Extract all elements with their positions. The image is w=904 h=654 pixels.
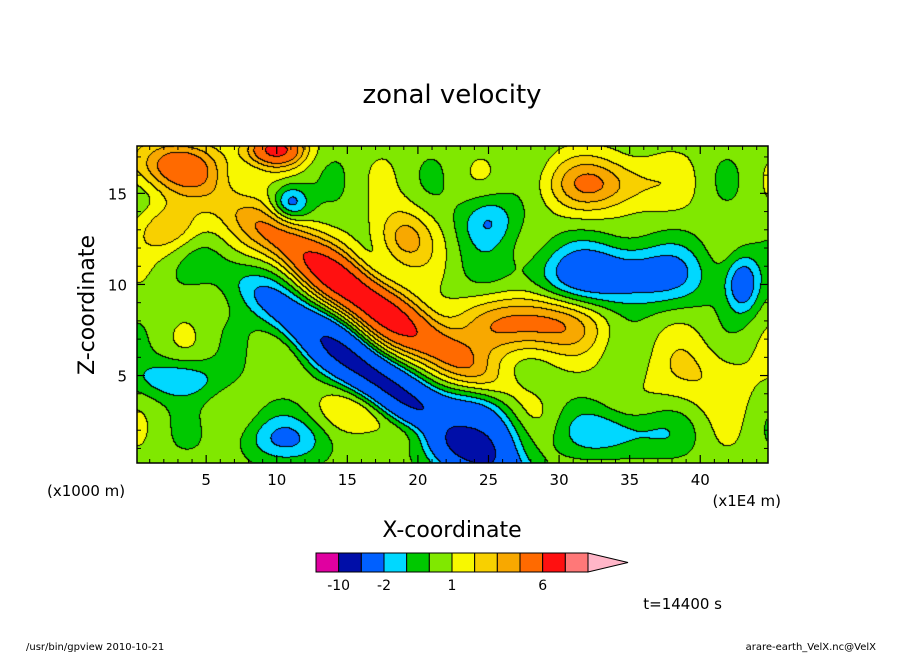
time-label: t=14400 s: [643, 595, 722, 613]
footer-right: arare-earth_VelX.nc@VelX: [746, 642, 877, 653]
colorbar-tick-label: 1: [448, 578, 457, 594]
plot-area: [136, 145, 769, 464]
colorbar-segment: [519, 552, 544, 573]
x-tick-label: 20: [408, 471, 427, 489]
x-unit-right: (x1E4 m): [712, 492, 781, 510]
colorbar-segment: [474, 552, 498, 573]
x-tick-label: 40: [691, 471, 710, 489]
colorbar-segment: [428, 552, 453, 573]
x-tick-label: 15: [338, 471, 357, 489]
colorbar-segment: [406, 552, 430, 573]
x-axis: 5 10 15 20 25 30 35 40: [149, 146, 758, 489]
colorbar-segment: [542, 552, 566, 573]
x-tick-label: 25: [479, 471, 498, 489]
x-unit-left: (x1000 m): [47, 482, 125, 500]
x-axis-label: X-coordinate: [382, 518, 521, 543]
colorbar-segment: [564, 552, 589, 573]
x-tick-label: 30: [550, 471, 569, 489]
x-tick-label: 10: [267, 471, 286, 489]
colorbar-segment: [360, 552, 385, 573]
colorbar-segment: [383, 552, 408, 573]
x-tick-label: 35: [620, 471, 639, 489]
y-axis: 5 10 15: [108, 156, 768, 449]
y-tick-label: 5: [117, 368, 127, 386]
colorbar-segment: [315, 552, 340, 573]
colorbar-segment: [338, 552, 362, 573]
colorbar-tick-label: 6: [538, 578, 547, 594]
colorbar-tick-label: -2: [377, 578, 391, 594]
y-axis-label: Z-coordinate: [75, 235, 100, 375]
y-tick-label: 15: [108, 185, 127, 203]
colorbar-arrow: [587, 552, 629, 573]
y-tick-label: 10: [108, 276, 127, 294]
colorbar: [315, 552, 629, 573]
contour-field: [137, 146, 768, 463]
colorbar-segment: [496, 552, 521, 573]
colorbar-tick-label: -10: [327, 578, 350, 594]
colorbar-labels: -10 -2 1 6: [327, 578, 547, 594]
chart-title: zonal velocity: [362, 80, 541, 110]
footer-left: /usr/bin/gpview 2010-10-21: [26, 642, 164, 653]
plot-frame: [136, 145, 769, 464]
colorbar-segment: [451, 552, 476, 573]
x-tick-label: 5: [201, 471, 211, 489]
